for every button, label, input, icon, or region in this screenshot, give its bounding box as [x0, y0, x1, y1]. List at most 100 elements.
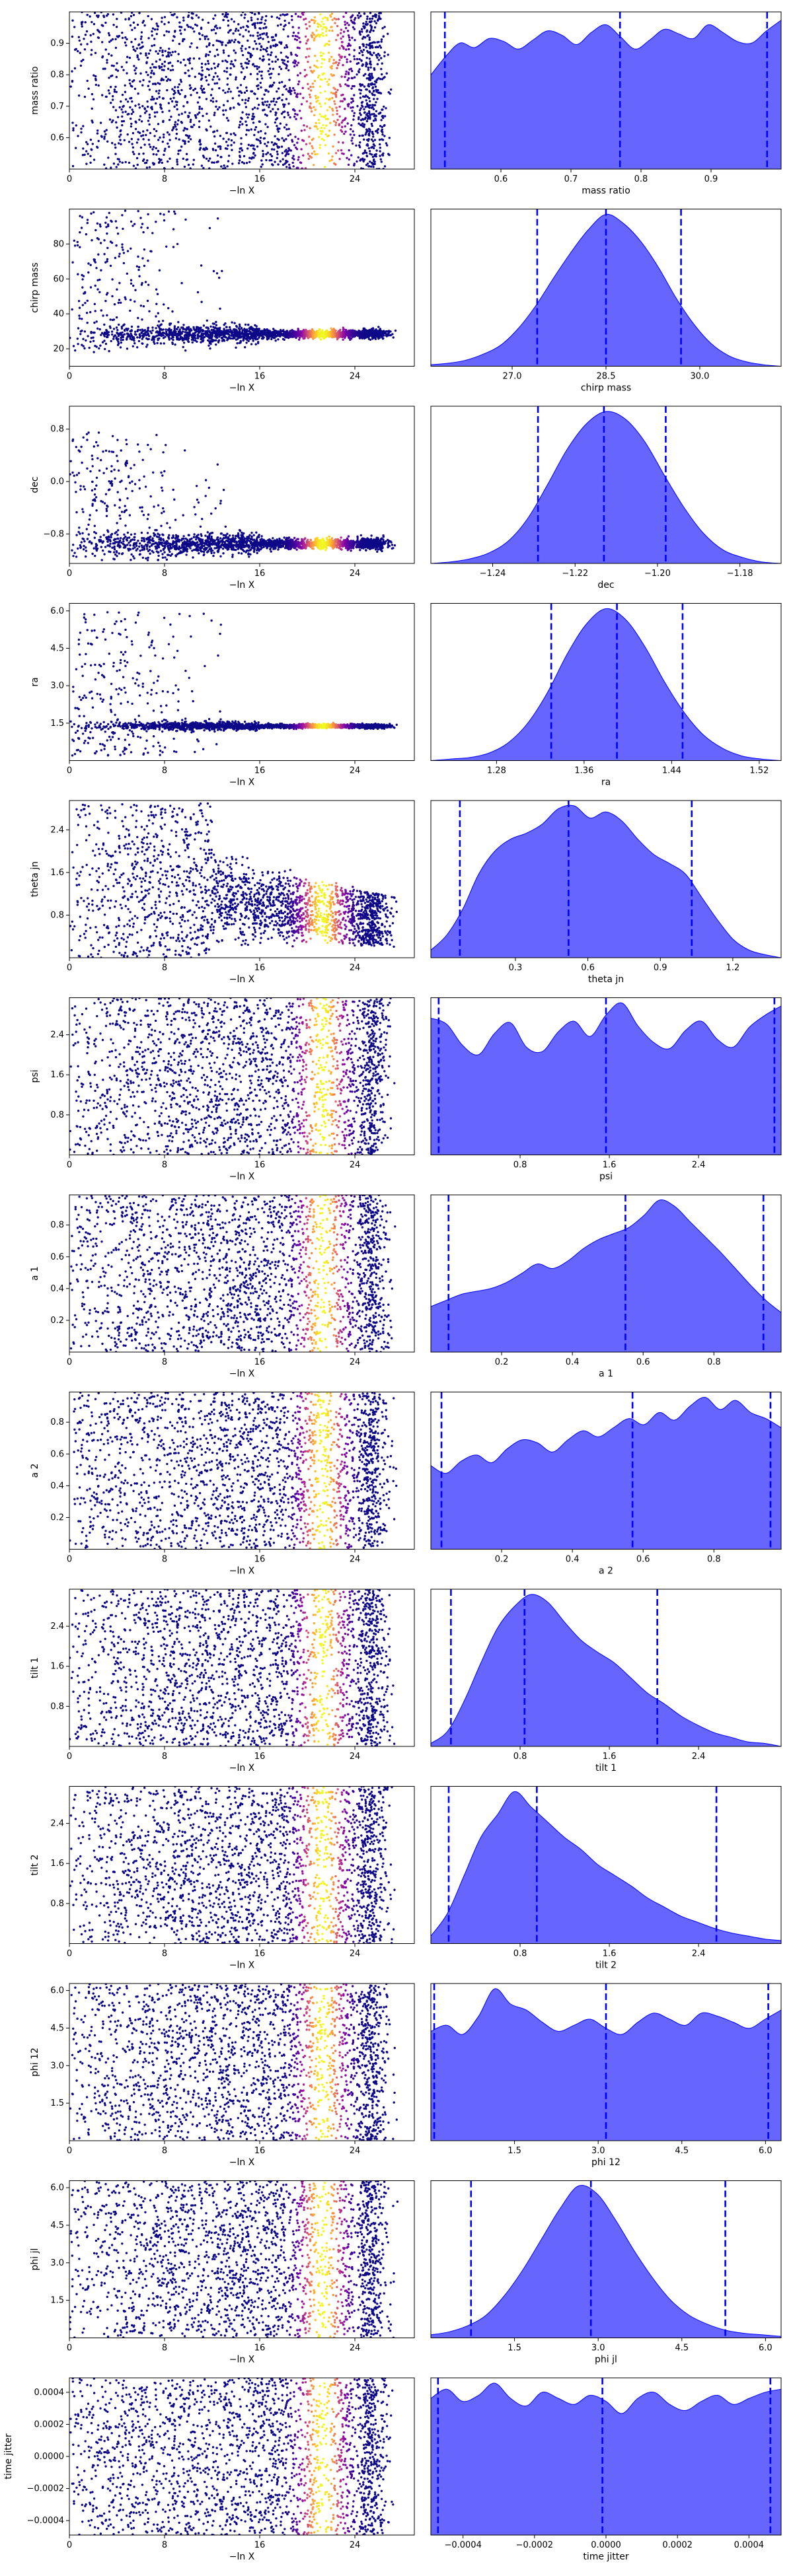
- trace-ytick-label: 0.6: [50, 133, 64, 143]
- trace-xtick-label: 24: [350, 1161, 361, 1170]
- trace-xtick-label: 16: [254, 372, 266, 382]
- trace-xtick-label: 16: [254, 963, 266, 973]
- posterior-density-area: [431, 608, 781, 761]
- trace-ytick-label: 0.8: [50, 1899, 64, 1909]
- trace-axes-frame: [69, 603, 415, 761]
- density-xtick-label: 0.3: [509, 963, 523, 973]
- trace-xtick-label: 8: [162, 2540, 167, 2550]
- density-xtick-label: 0.7: [564, 174, 578, 184]
- trace-xtick-label: 0: [67, 2540, 72, 2550]
- trace-xtick-label: 16: [254, 1752, 266, 1762]
- density-xtick-label: 4.5: [675, 2146, 689, 2156]
- trace-ylabel: tilt 1: [30, 1657, 40, 1678]
- density-axes-frame: [430, 1194, 782, 1353]
- trace-scatter-points: [69, 2378, 395, 2535]
- posterior-density-area: [431, 1594, 781, 1746]
- trace-xtick-label: 24: [350, 372, 361, 382]
- density-xtick-label: 0.4: [566, 1357, 580, 1367]
- trace-row-dec: 0 8 16 24 −ln X −0.8 0.0 0.8 dec −1.24 −1.22 −1.20 −…: [30, 406, 782, 590]
- trace-xtick-label: 0: [67, 2146, 72, 2156]
- posterior-density-area: [431, 411, 781, 563]
- trace-ytick-label: 1.6: [50, 1662, 64, 1672]
- trace-xtick-label: 24: [350, 2343, 361, 2353]
- trace-scatter-points: [69, 997, 396, 1155]
- trace-xtick-label: 8: [162, 569, 167, 579]
- trace-ytick-label: 0.8: [50, 70, 64, 80]
- density-xlabel: a 1: [599, 1369, 613, 1379]
- trace-xtick-label: 16: [254, 2540, 266, 2550]
- density-xtick-label: −1.18: [727, 569, 753, 579]
- density-xtick-label: 0.6: [636, 1555, 650, 1565]
- density-xtick-label: 0.8: [634, 174, 648, 184]
- density-xtick-label: −1.22: [562, 569, 588, 579]
- trace-row-psi: 0 8 16 24 −ln X 0.8 1.6 2.4 psi 0.8 1.6 2.4 psi: [30, 997, 782, 1182]
- density-xtick-label: 0.0000: [591, 2540, 621, 2550]
- trace-ytick-label: 0.7: [50, 102, 64, 112]
- trace-scatter-points: [69, 1786, 396, 1944]
- trace-ytick-label: 4.5: [50, 2023, 64, 2033]
- trace-ylabel: psi: [30, 1069, 40, 1083]
- density-axes-frame: [430, 997, 782, 1155]
- trace-scatter-points: [69, 802, 398, 958]
- density-xtick-label: −1.20: [644, 569, 671, 579]
- density-xtick-label: 0.6: [636, 1357, 650, 1367]
- posterior-density-area: [431, 2185, 781, 2338]
- trace-scatter-points: [69, 1984, 398, 2141]
- trace-ylabel: dec: [30, 476, 40, 493]
- posterior-density-area: [431, 2382, 781, 2535]
- density-xtick-label: 1.52: [749, 766, 769, 776]
- density-xtick-label: 2.4: [692, 1752, 706, 1762]
- density-xtick-label: 0.6: [581, 963, 595, 973]
- trace-ytick-label: 2.4: [50, 1819, 64, 1829]
- density-xlabel: theta jn: [588, 974, 624, 985]
- trace-xtick-label: 24: [350, 1357, 361, 1367]
- density-xtick-label: 6.0: [759, 2343, 773, 2353]
- density-xtick-label: 0.0004: [734, 2540, 765, 2550]
- density-xtick-label: 3.0: [591, 2146, 605, 2156]
- trace-xlabel: −ln X: [229, 974, 255, 985]
- trace-ytick-label: 0.4: [50, 1481, 64, 1491]
- density-xlabel: psi: [599, 1172, 613, 1182]
- trace-xlabel: −ln X: [229, 2355, 255, 2365]
- trace-ytick-label: 0.8: [50, 1417, 64, 1427]
- density-xlabel: chirp mass: [581, 383, 631, 394]
- trace-ytick-label: 20: [53, 344, 64, 354]
- trace-scatter-points: [69, 209, 397, 353]
- trace-xtick-label: 16: [254, 569, 266, 579]
- trace-xtick-label: 0: [67, 1555, 72, 1565]
- trace-row-mass-ratio: 0 8 16 24 −ln X 0.6 0.7 0.8 0.9 mass ratio 0.6 0.7 0…: [30, 11, 782, 196]
- density-xtick-label: 1.28: [487, 766, 506, 776]
- trace-ytick-label: 0.0: [50, 477, 64, 487]
- trace-xtick-label: 16: [254, 1949, 266, 1959]
- trace-axes-frame: [69, 209, 415, 367]
- trace-xtick-label: 8: [162, 1752, 167, 1762]
- trace-row-tilt-1: 0 8 16 24 −ln X 0.8 1.6 2.4 tilt 1 0.8 1.6 2.4 tilt …: [30, 1589, 782, 1773]
- density-xtick-label: 1.6: [603, 1949, 617, 1959]
- posterior-density-area: [431, 1199, 781, 1352]
- trace-scatter-points: [69, 2180, 399, 2338]
- trace-xtick-label: 0: [67, 1161, 72, 1170]
- trace-xtick-label: 0: [67, 1752, 72, 1762]
- trace-xtick-label: 24: [350, 2146, 361, 2156]
- density-xtick-label: 0.8: [707, 1555, 721, 1565]
- trace-ytick-label: 0.2: [50, 1316, 64, 1326]
- trace-xtick-label: 0: [67, 174, 72, 184]
- trace-axes-frame: [69, 997, 415, 1155]
- trace-xtick-label: 16: [254, 2146, 266, 2156]
- density-xlabel: tilt 2: [595, 1960, 617, 1971]
- posterior-density-area: [431, 19, 781, 169]
- posterior-density-area: [431, 805, 781, 958]
- density-xtick-label: 4.5: [675, 2343, 689, 2353]
- trace-ytick-label: 0.8: [50, 910, 64, 920]
- trace-ytick-label: 3.0: [50, 2061, 64, 2071]
- density-xtick-label: 1.36: [574, 766, 593, 776]
- density-xtick-label: 0.8: [513, 1752, 527, 1762]
- density-xtick-label: 2.4: [692, 1161, 706, 1170]
- trace-ytick-label: 60: [53, 274, 64, 284]
- density-xtick-label: 1.6: [603, 1752, 617, 1762]
- density-xtick-label: 0.0002: [662, 2540, 693, 2550]
- trace-xlabel: −ln X: [229, 2157, 255, 2168]
- trace-xtick-label: 0: [67, 2343, 72, 2353]
- trace-ytick-label: 1.5: [50, 2296, 64, 2306]
- density-axes-frame: [430, 406, 782, 564]
